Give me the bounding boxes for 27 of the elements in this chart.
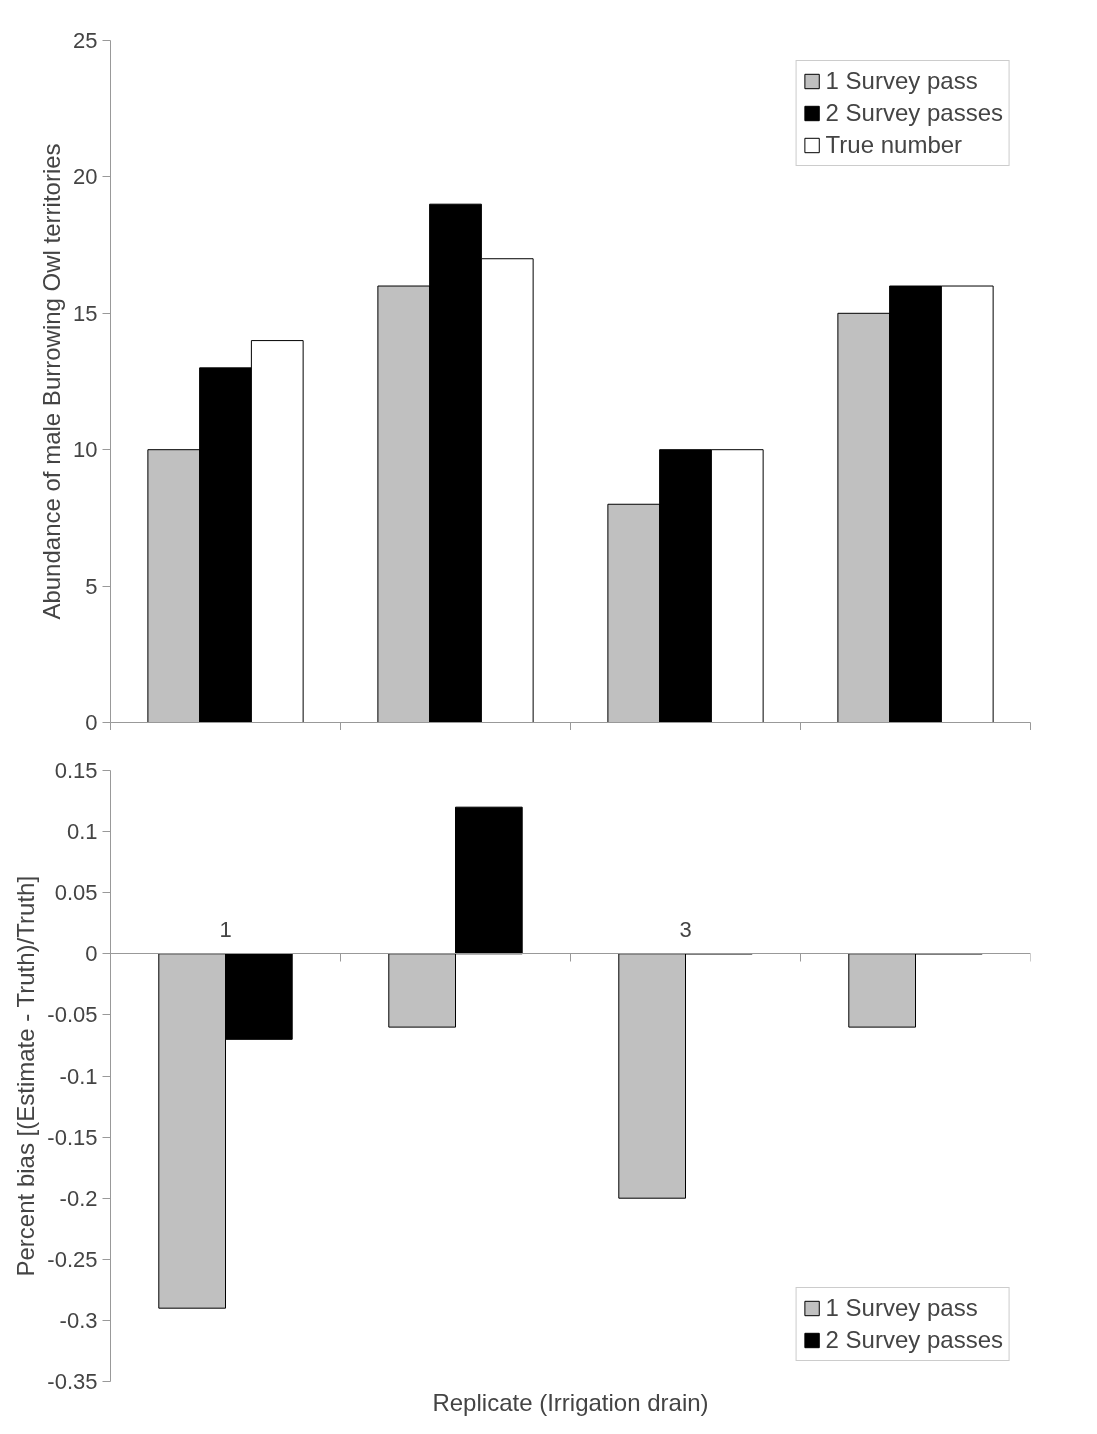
- y-tick-label: 5: [85, 573, 98, 599]
- y-tick-label: -0.2: [59, 1185, 98, 1211]
- y-axis-title: Abundance of male Burrowing Owl territories: [38, 143, 66, 620]
- legend-label: 2 Survey passes: [825, 99, 1003, 127]
- legend-label: 2 Survey passes: [825, 1326, 1003, 1354]
- y-tick-label: 15: [73, 300, 98, 326]
- x-tick-label: 1: [219, 916, 232, 942]
- x-tick-label: 3: [679, 916, 692, 942]
- y-tick-label: -0.35: [47, 1369, 98, 1394]
- y-tick-label: -0.05: [47, 1002, 98, 1028]
- legend-label: True number: [825, 131, 963, 159]
- y-tick-label: 25: [73, 28, 98, 53]
- legend-label: 1 Survey pass: [825, 67, 978, 95]
- y-tick-label: -0.3: [59, 1307, 98, 1333]
- y-tick-label: 0.05: [54, 880, 98, 906]
- y-axis-title: Percent bias [(Estimate - Truth)/Truth]: [12, 875, 40, 1277]
- y-tick-label: -0.25: [47, 1246, 98, 1272]
- y-tick-label: 20: [73, 164, 98, 190]
- y-tick-label: 0.15: [54, 758, 98, 783]
- y-tick-label: 0: [85, 941, 98, 967]
- y-tick-label: -0.15: [47, 1124, 98, 1150]
- y-tick-label: 0.1: [66, 819, 98, 845]
- x-axis-title: Replicate (Irrigation drain): [432, 1388, 709, 1416]
- y-tick-label: 10: [73, 437, 98, 463]
- legend-label: 1 Survey pass: [825, 1294, 978, 1322]
- y-tick-label: -0.1: [59, 1063, 98, 1089]
- y-tick-label: 0: [85, 710, 98, 735]
